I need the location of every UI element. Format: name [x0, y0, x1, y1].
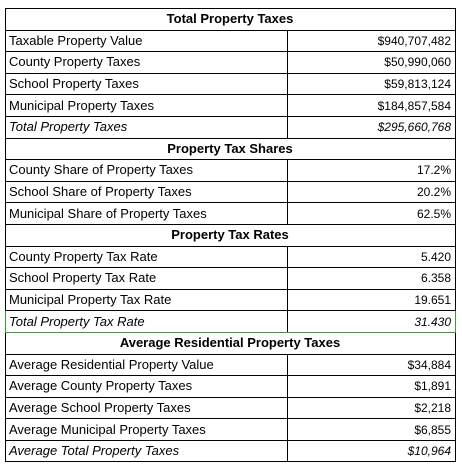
row-value: $50,990,060: [286, 51, 457, 74]
section-header-row: Average Residential Property Taxes: [4, 331, 457, 355]
data-row: School Share of Property Taxes 20.2%: [5, 180, 457, 204]
section-title: Total Property Taxes: [4, 8, 457, 31]
sheet-body: Total Property Taxes Taxable Property Val…: [4, 8, 457, 463]
data-row: County Property Tax Rate 5.420: [5, 245, 457, 269]
row-label: Municipal Share of Property Taxes: [5, 202, 288, 225]
data-row: Average Residential Property Value $34,88…: [5, 353, 457, 377]
row-value: $184,857,584: [286, 94, 457, 117]
row-value: $295,660,768: [286, 115, 457, 139]
row-value: 17.2%: [286, 159, 457, 182]
row-label: School Property Taxes: [5, 72, 288, 96]
row-label: Municipal Property Taxes: [5, 94, 288, 117]
section-header-row: Property Tax Rates: [4, 223, 457, 247]
data-row: Average Total Property Taxes $10,964: [5, 439, 457, 463]
section-title: Property Tax Rates: [4, 223, 457, 247]
row-value: $6,855: [286, 418, 457, 441]
row-value: 5.420: [286, 245, 457, 269]
section-header-row: Total Property Taxes: [4, 8, 457, 31]
row-label: County Property Tax Rate: [5, 245, 288, 269]
row-label: Average School Property Taxes: [5, 396, 288, 420]
row-value: $59,813,124: [286, 72, 457, 96]
row-label: Total Property Tax Rate: [5, 310, 288, 333]
section-header-row: Property Tax Shares: [4, 137, 457, 161]
row-label: County Property Taxes: [5, 51, 288, 74]
row-value: 20.2%: [286, 180, 457, 204]
data-row: Total Property Tax Rate 31.430: [5, 310, 457, 333]
row-label: School Share of Property Taxes: [5, 180, 288, 204]
row-value: $1,891: [286, 375, 457, 398]
data-row: County Property Taxes $50,990,060: [5, 51, 457, 74]
data-row: Total Property Taxes $295,660,768: [5, 115, 457, 139]
row-value: 19.651: [286, 288, 457, 312]
data-row: County Share of Property Taxes 17.2%: [5, 159, 457, 182]
row-label: Total Property Taxes: [5, 115, 288, 139]
data-row: Municipal Property Taxes $184,857,584: [5, 94, 457, 117]
row-value: $940,707,482: [286, 29, 457, 53]
data-row: Taxable Property Value $940,707,482: [5, 29, 457, 53]
data-row: Average County Property Taxes $1,891: [5, 375, 457, 398]
row-value: $2,218: [286, 396, 457, 420]
data-row: Average School Property Taxes $2,218: [5, 396, 457, 420]
row-label: County Share of Property Taxes: [5, 159, 288, 182]
section-title: Average Residential Property Taxes: [4, 331, 457, 355]
row-value: 62.5%: [286, 202, 457, 225]
row-label: Average Total Property Taxes: [5, 439, 288, 463]
data-row: School Property Tax Rate 6.358: [5, 267, 457, 290]
row-label: Average Municipal Property Taxes: [5, 418, 288, 441]
spreadsheet: Total Property Taxes Taxable Property Val…: [4, 8, 457, 463]
row-value: 31.430: [286, 310, 457, 333]
row-value: 6.358: [286, 267, 457, 290]
row-value: $34,884: [286, 353, 457, 377]
row-label: Average County Property Taxes: [5, 375, 288, 398]
data-row: School Property Taxes $59,813,124: [5, 72, 457, 96]
data-row: Municipal Property Tax Rate 19.651: [5, 288, 457, 312]
row-label: Taxable Property Value: [5, 29, 288, 53]
data-row: Municipal Share of Property Taxes 62.5%: [5, 202, 457, 225]
section-title: Property Tax Shares: [4, 137, 457, 161]
row-value: $10,964: [286, 439, 457, 463]
data-row: Average Municipal Property Taxes $6,855: [5, 418, 457, 441]
row-label: Average Residential Property Value: [5, 353, 288, 377]
row-label: Municipal Property Tax Rate: [5, 288, 288, 312]
row-label: School Property Tax Rate: [5, 267, 288, 290]
